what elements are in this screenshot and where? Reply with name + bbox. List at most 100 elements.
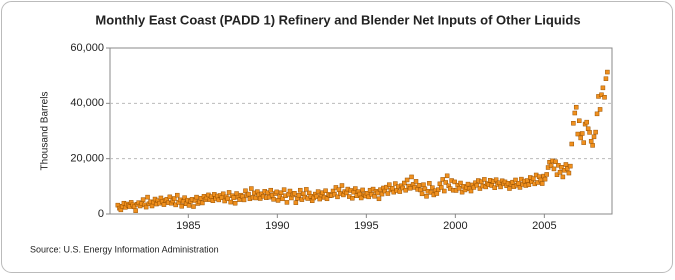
data-point <box>186 203 192 208</box>
data-point <box>575 131 581 137</box>
data-point <box>548 163 554 168</box>
data-point <box>172 196 177 201</box>
data-point <box>535 180 541 185</box>
data-point <box>563 162 569 167</box>
data-point <box>360 187 365 193</box>
data-point <box>143 204 149 210</box>
data-point <box>465 181 471 187</box>
data-point <box>593 129 598 135</box>
data-point <box>404 177 410 183</box>
data-point <box>284 200 290 205</box>
data-point <box>599 92 604 98</box>
x-tick-label: 2000 <box>443 220 467 232</box>
data-point <box>287 188 293 194</box>
data-point <box>191 204 196 209</box>
data-point <box>602 94 607 100</box>
data-point <box>194 194 199 200</box>
data-point <box>268 187 273 193</box>
data-point <box>409 174 414 180</box>
data-point <box>200 200 205 206</box>
data-point <box>271 197 276 202</box>
data-point <box>393 181 398 186</box>
x-tick-label: 1990 <box>265 220 289 232</box>
data-point <box>430 185 435 190</box>
data-point <box>167 194 173 200</box>
y-tick-label: 0 <box>98 208 104 220</box>
data-point <box>403 187 408 193</box>
data-point <box>375 190 380 196</box>
data-point <box>379 191 385 197</box>
data-point <box>232 200 238 206</box>
data-point <box>427 181 432 186</box>
data-point <box>424 194 429 199</box>
data-point <box>413 179 419 184</box>
data-point <box>580 131 585 136</box>
data-point <box>315 189 321 194</box>
data-point <box>133 208 138 213</box>
data-point <box>507 186 512 191</box>
data-point <box>590 143 595 148</box>
data-point <box>390 186 395 191</box>
data-point <box>600 85 606 91</box>
data-point <box>350 195 355 201</box>
data-point <box>565 166 570 171</box>
data-point <box>572 110 578 116</box>
data-point <box>493 177 499 182</box>
data-point <box>594 111 600 117</box>
data-point <box>280 196 285 202</box>
data-point <box>149 203 155 209</box>
data-point <box>569 141 575 147</box>
data-point <box>498 184 503 190</box>
data-point <box>416 182 422 188</box>
data-point <box>299 197 305 202</box>
data-point <box>422 186 428 192</box>
data-point <box>587 130 592 135</box>
data-point <box>442 188 447 194</box>
data-point <box>559 164 564 170</box>
data-point <box>474 182 480 188</box>
data-point <box>513 177 518 183</box>
data-point <box>384 184 389 190</box>
data-point <box>161 202 167 207</box>
data-point <box>237 197 242 202</box>
chart-title: Monthly East Coast (PADD 1) Refinery and… <box>95 12 580 27</box>
data-point <box>588 138 594 144</box>
data-point <box>571 121 576 126</box>
data-point <box>444 173 450 179</box>
plot-area <box>109 47 613 215</box>
data-point <box>249 186 254 191</box>
data-point <box>357 191 363 197</box>
data-point <box>281 187 287 192</box>
data-point <box>517 185 523 190</box>
data-point <box>539 181 545 186</box>
data-point <box>332 192 337 197</box>
data-point <box>434 191 440 196</box>
data-point <box>397 189 403 194</box>
data-point <box>603 76 609 81</box>
data-point <box>278 190 284 195</box>
data-point <box>544 172 549 177</box>
data-point <box>428 190 434 195</box>
data-point <box>421 182 426 187</box>
data-point <box>304 187 309 192</box>
data-point <box>293 200 299 205</box>
data-point <box>452 179 457 185</box>
y-tick-label: 40,000 <box>70 97 104 109</box>
data-point <box>584 119 589 125</box>
data-point <box>387 182 392 187</box>
data-point <box>231 195 236 200</box>
data-point <box>265 190 270 195</box>
data-point <box>581 140 586 145</box>
source-note: Source: U.S. Energy Information Administ… <box>30 244 219 254</box>
data-point <box>542 176 548 182</box>
data-point <box>376 196 382 202</box>
data-point <box>439 185 444 190</box>
data-point <box>468 188 474 194</box>
data-point <box>366 194 371 200</box>
x-tick-label: 1985 <box>176 220 200 232</box>
data-point <box>418 187 423 193</box>
data-point <box>573 104 579 110</box>
data-point <box>175 192 180 198</box>
data-point <box>568 163 573 169</box>
